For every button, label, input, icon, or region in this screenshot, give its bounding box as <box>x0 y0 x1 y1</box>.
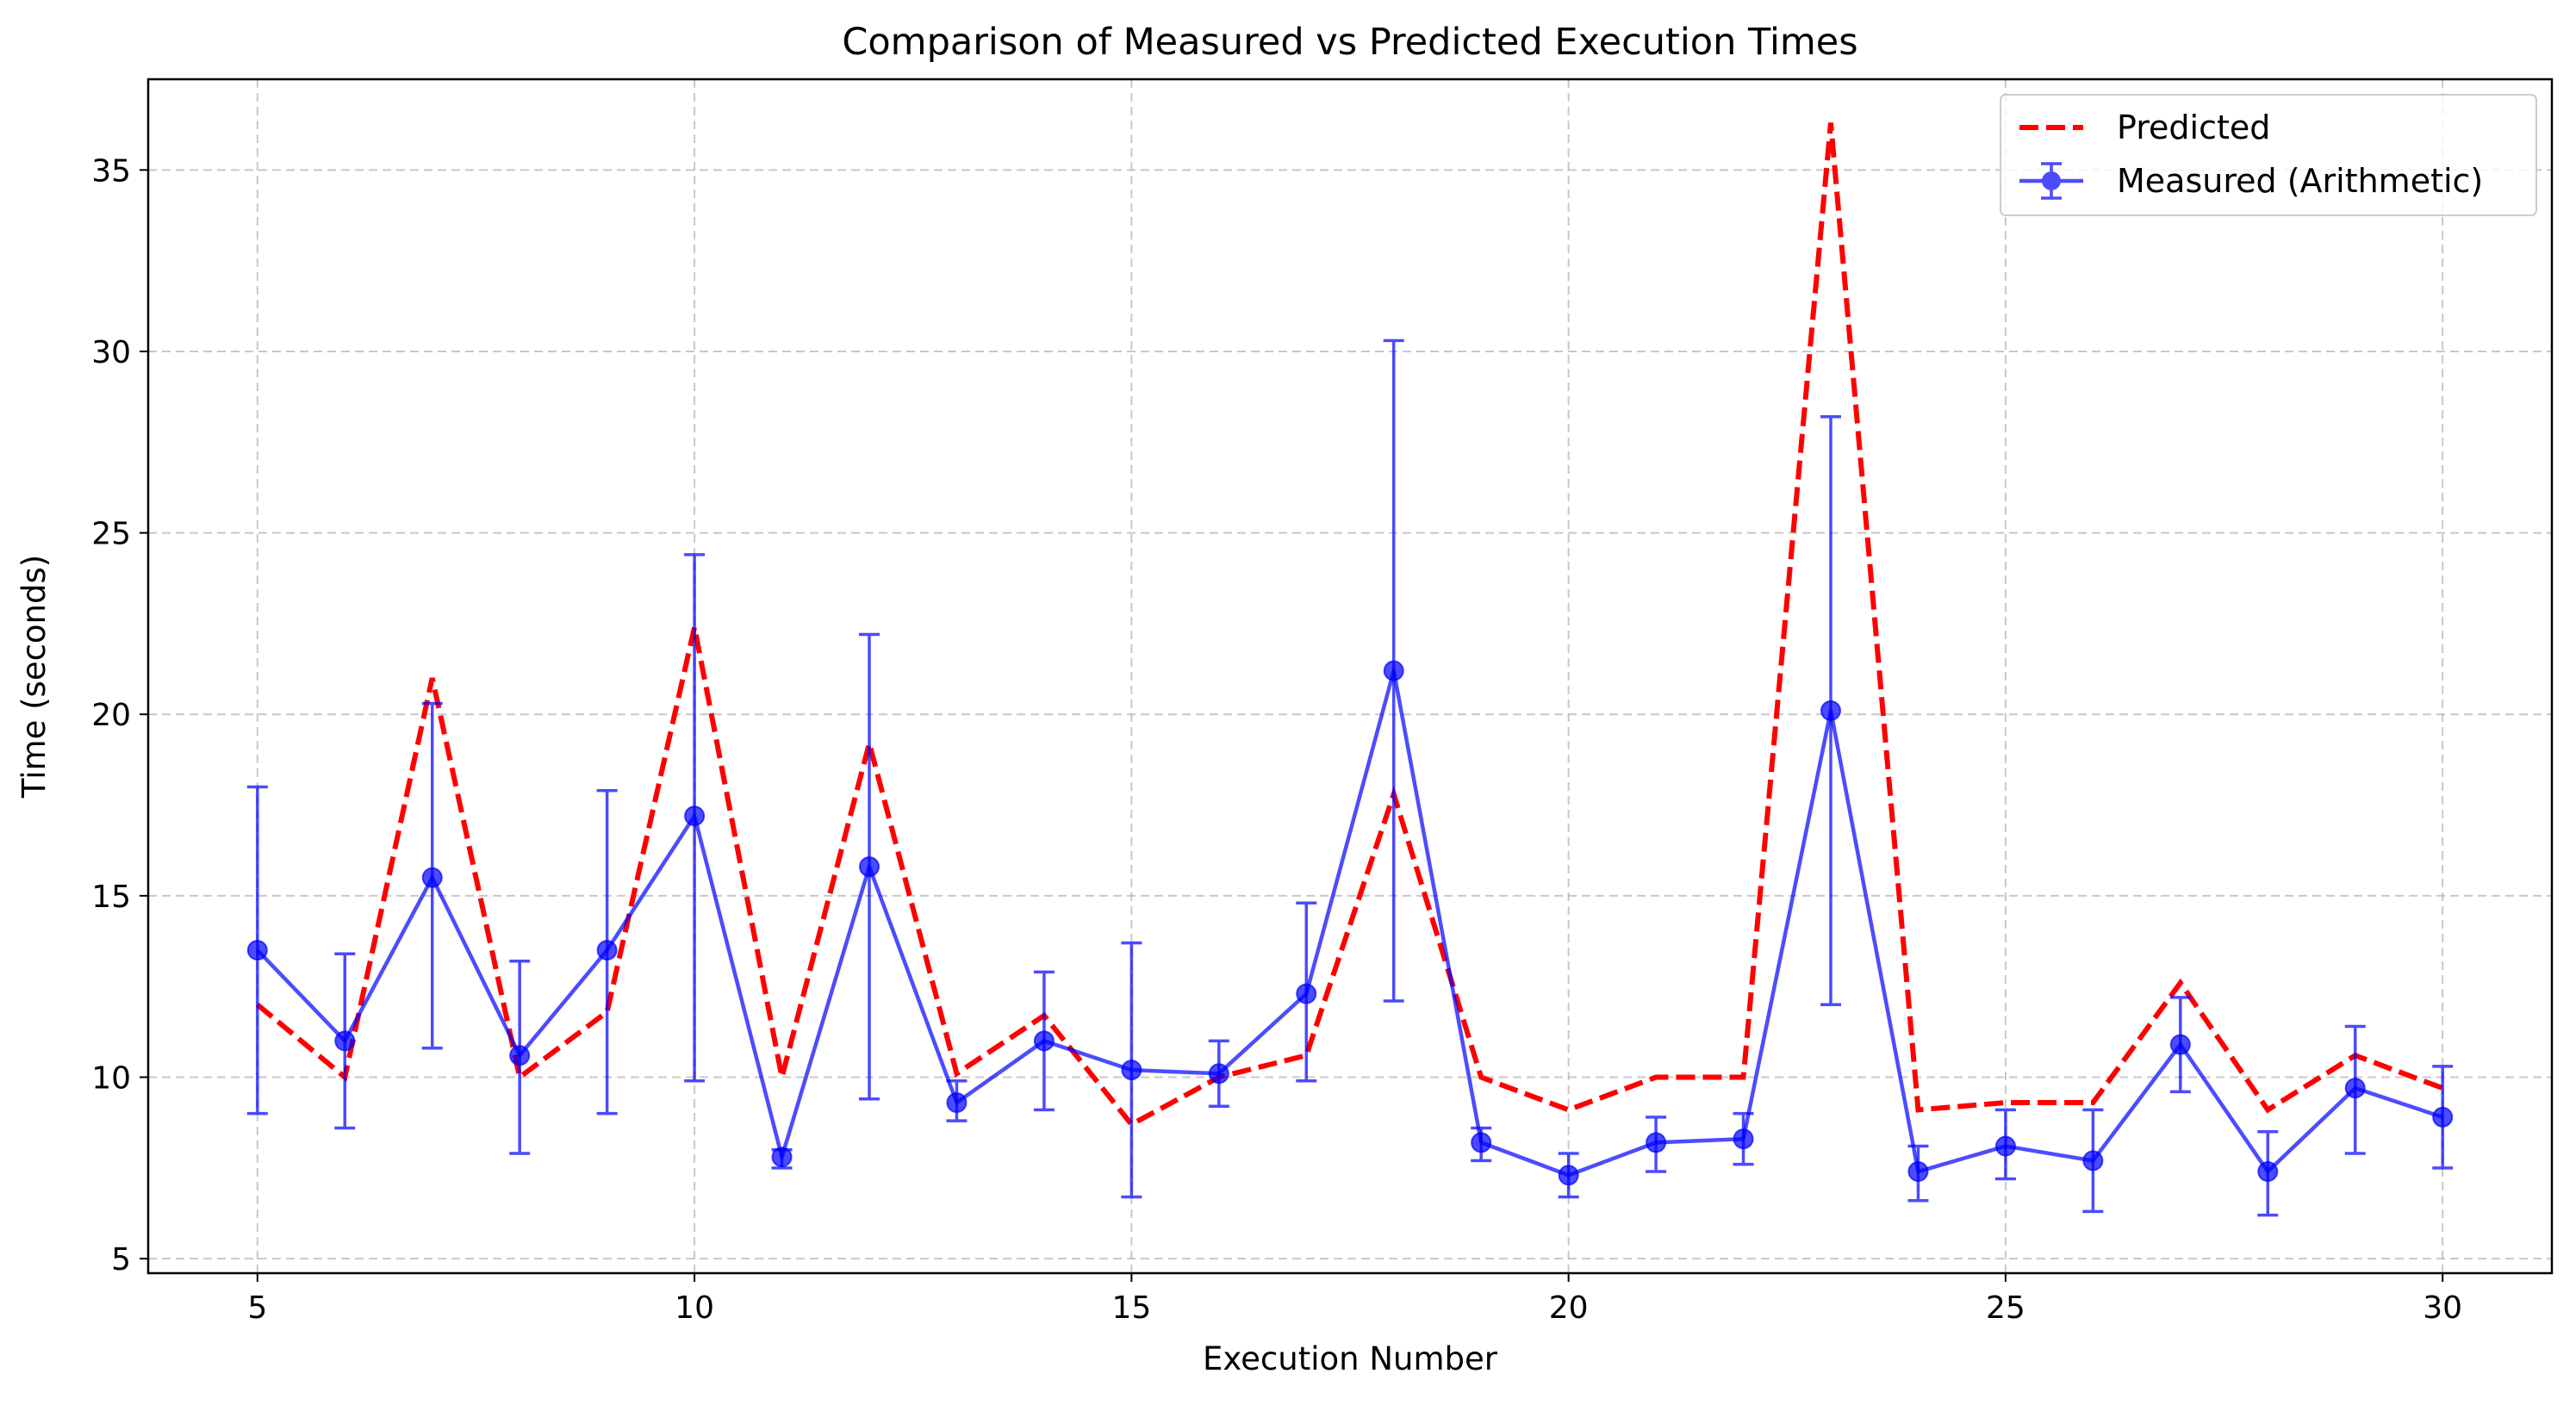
measured-point <box>1296 983 1317 1004</box>
measured-point <box>1471 1132 1492 1153</box>
x-tick-label: 5 <box>247 1290 267 1326</box>
measured-point <box>2082 1150 2104 1172</box>
measured-point <box>1646 1132 1667 1153</box>
legend-measured-marker <box>2019 162 2083 200</box>
measured-point <box>2432 1106 2454 1128</box>
y-tick-label: 15 <box>91 880 131 915</box>
measured-line <box>256 668 2443 1178</box>
measured-point <box>859 856 880 878</box>
measured-point <box>2169 1034 2191 1055</box>
x-tick-label: 20 <box>1549 1290 1589 1326</box>
measured-point <box>334 1030 356 1052</box>
measured-point <box>1558 1165 1579 1186</box>
measured-point <box>1383 660 1404 681</box>
plot-frame <box>146 78 2554 1275</box>
x-tick-label: 25 <box>1986 1290 2025 1326</box>
x-axis-label: Execution Number <box>1203 1340 1498 1377</box>
y-tick-label: 30 <box>91 335 131 370</box>
measured-point <box>1994 1135 2016 1157</box>
axis-ticks: 5 10 15 20 25 30 5 10 15 20 25 30 35 <box>91 153 2462 1326</box>
x-tick-label: 15 <box>1111 1290 1151 1326</box>
measured-point <box>246 940 268 961</box>
y-tick-label: 5 <box>111 1242 131 1277</box>
predicted-series <box>255 122 2444 1128</box>
measured-point <box>1033 1030 1055 1052</box>
chart-title: Comparison of Measured vs Predicted Exec… <box>842 21 1857 64</box>
measured-point <box>1121 1060 1142 1081</box>
measured-point <box>509 1045 531 1066</box>
legend-measured-dot <box>2042 171 2061 190</box>
measured-point <box>1820 700 1841 722</box>
legend-measured-label: Measured (Arithmetic) <box>2117 162 2483 200</box>
y-tick-label: 35 <box>91 153 131 189</box>
y-axis-label: Time (seconds) <box>16 555 53 799</box>
measured-point <box>1208 1063 1229 1085</box>
y-tick-label: 20 <box>91 698 131 733</box>
measured-point <box>1733 1128 1754 1150</box>
x-tick-label: 10 <box>675 1290 714 1326</box>
y-tick-label: 10 <box>91 1061 131 1097</box>
grid <box>148 79 2552 1273</box>
measured-point <box>684 805 706 827</box>
legend: Predicted Measured (Arithmetic) <box>2000 94 2537 216</box>
legend-box <box>2000 94 2537 216</box>
predicted-line <box>255 122 2444 1128</box>
measured-point <box>2257 1161 2279 1183</box>
measured-series <box>246 339 2454 1217</box>
measured-point <box>771 1147 793 1168</box>
legend-predicted-label: Predicted <box>2117 109 2270 146</box>
measured-point <box>596 940 618 961</box>
measured-point <box>1907 1161 1929 1183</box>
legend-measured-symbol <box>2019 162 2083 200</box>
measured-point <box>946 1092 968 1113</box>
measured-point <box>421 867 443 888</box>
x-tick-label: 30 <box>2423 1290 2462 1326</box>
y-tick-label: 25 <box>91 517 131 552</box>
measured-point <box>2344 1078 2366 1099</box>
